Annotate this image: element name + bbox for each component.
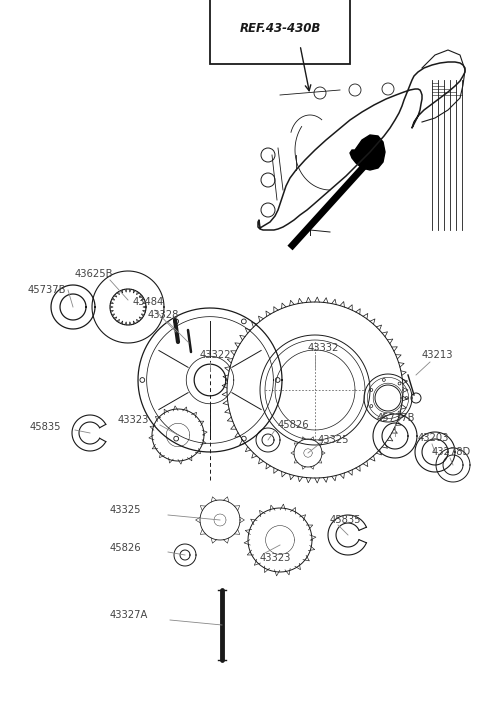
Polygon shape [350, 135, 385, 170]
Text: 43325: 43325 [318, 435, 349, 445]
Text: 43278D: 43278D [432, 447, 471, 457]
Text: 43325: 43325 [110, 505, 142, 515]
Text: 43323: 43323 [118, 415, 149, 425]
Text: 43625B: 43625B [75, 269, 113, 279]
Text: REF.43-430B: REF.43-430B [240, 21, 321, 34]
Text: 43213: 43213 [422, 350, 454, 360]
Text: 43484: 43484 [133, 297, 164, 307]
Text: 43322: 43322 [200, 350, 231, 360]
Text: 45737B: 45737B [377, 413, 416, 423]
Text: 43327A: 43327A [110, 610, 148, 620]
Text: 43323: 43323 [260, 553, 291, 563]
Text: 45835: 45835 [30, 422, 61, 432]
Text: 43332: 43332 [308, 343, 339, 353]
Text: 45737B: 45737B [28, 285, 67, 295]
Text: 43203: 43203 [418, 433, 449, 443]
Text: 43328: 43328 [148, 310, 180, 320]
Text: 45826: 45826 [110, 543, 142, 553]
Text: 45826: 45826 [278, 420, 310, 430]
Text: 45835: 45835 [330, 515, 361, 525]
